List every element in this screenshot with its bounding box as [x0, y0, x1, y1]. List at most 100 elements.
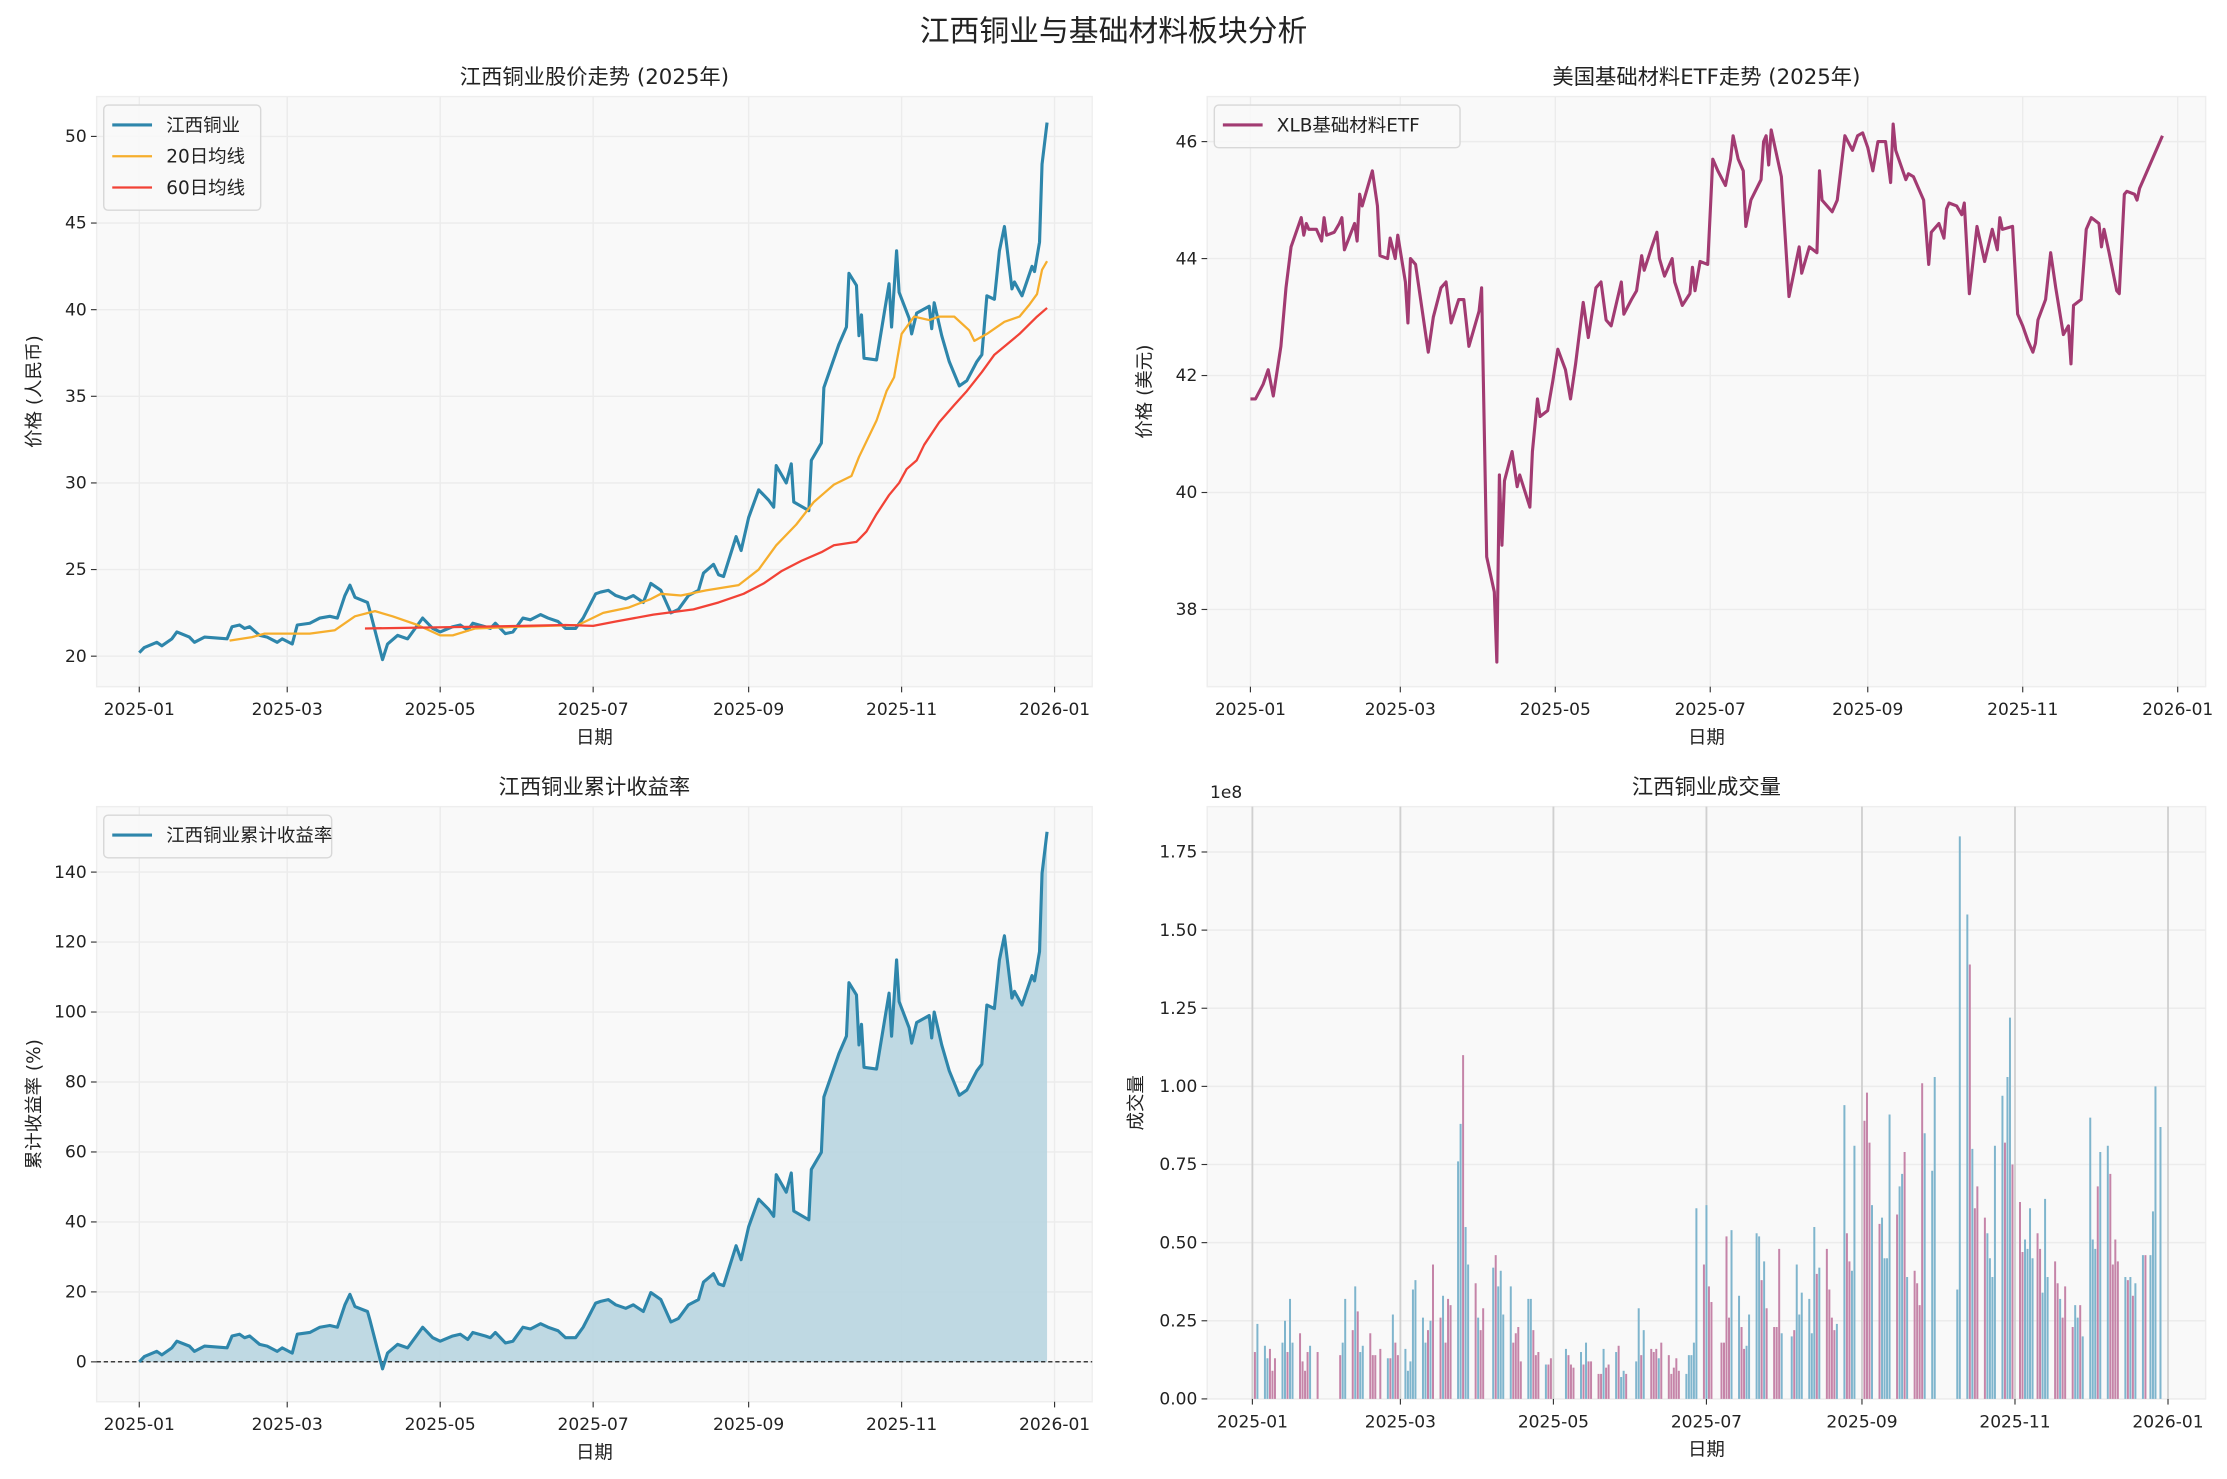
y-tick-label: 20 [65, 1283, 87, 1303]
y-axis-label: 价格 (美元) [1134, 345, 1155, 439]
volume-bar [1835, 1323, 1838, 1399]
volume-bar [1582, 1364, 1585, 1399]
legend-label: 60日均线 [166, 178, 245, 199]
volume-bar [1271, 1370, 1274, 1399]
volume-bar [1361, 1345, 1364, 1399]
volume-bar [2061, 1317, 2064, 1399]
volume-bar [1780, 1333, 1783, 1399]
chart-title: 江西铜业成交量 [1632, 775, 1781, 800]
volume-bar [1477, 1317, 1480, 1399]
volume-bar [1404, 1348, 1407, 1399]
volume-bar [1652, 1352, 1655, 1399]
volume-bar [1369, 1333, 1372, 1399]
volume-bar [1482, 1308, 1485, 1399]
volume-bar [2114, 1239, 2117, 1399]
volume-bar [2111, 1264, 2114, 1399]
volume-bar [1878, 1223, 1881, 1399]
x-tick-label: 2025-09 [1832, 700, 1903, 720]
volume-bar [1492, 1267, 1495, 1399]
plot-area [1206, 95, 2207, 688]
volume-bar [1414, 1280, 1417, 1399]
legend: XLB基础材料ETF [1213, 104, 1461, 149]
y-tick-label: 60 [65, 1143, 87, 1163]
volume-bar [1725, 1236, 1728, 1399]
volume-bar [1356, 1311, 1359, 1399]
volume-bar [1707, 1286, 1710, 1399]
volume-bar [2044, 1198, 2047, 1399]
y-axis-label: 成交量 [1126, 1075, 1147, 1130]
volume-bar [2019, 1202, 2021, 1399]
volume-bar [2124, 1277, 2127, 1399]
volume-bar [1432, 1264, 1434, 1399]
volume-bar [1988, 1258, 1991, 1399]
plot-area [95, 95, 1093, 688]
volume-bar [2076, 1317, 2079, 1399]
volume-bar [1760, 1280, 1763, 1399]
volume-bar [1830, 1317, 1833, 1399]
y-tick-label: 25 [65, 560, 87, 580]
x-tick-label: 2025-05 [1518, 1412, 1589, 1432]
volume-bar [1406, 1370, 1409, 1399]
legend-label: 20日均线 [166, 147, 245, 168]
y-tick-label: 45 [65, 214, 87, 234]
x-tick-label: 2025-07 [558, 1415, 629, 1435]
x-tick-label: 2025-09 [713, 700, 784, 720]
volume-bar [2091, 1239, 2094, 1399]
volume-bar [1808, 1298, 1811, 1399]
volume-bar [1966, 914, 1969, 1399]
volume-bar [2036, 1233, 2039, 1399]
x-tick-label: 2025-03 [252, 1415, 323, 1435]
area-fill [139, 831, 1048, 1369]
volume-bar [1273, 1358, 1276, 1399]
volume-bar [1758, 1236, 1761, 1399]
volume-bar [2026, 1248, 2029, 1399]
volume-bar [1587, 1361, 1590, 1399]
x-tick-label: 2025-07 [558, 700, 629, 720]
volume-bar [1931, 1170, 1934, 1399]
volume-bar [1537, 1352, 1540, 1399]
volume-bar [1569, 1364, 1572, 1399]
volume-bar [1983, 1217, 1986, 1399]
series-line-2 [229, 260, 1049, 642]
volume-bar [1409, 1361, 1412, 1399]
volume-bar [1424, 1342, 1427, 1399]
volume-bar [2134, 1283, 2137, 1399]
x-axis-label: 日期 [1688, 727, 1725, 748]
x-tick-label: 2025-05 [1520, 700, 1591, 720]
subplot-3: 0 20 40 60 80 100 120 140 2025-01 2025-03 2025-05 2… [24, 775, 1093, 1464]
volume-bar [2024, 1239, 2027, 1399]
volume-bar [1374, 1355, 1377, 1399]
volume-bar [1710, 1302, 1713, 1399]
volume-bar [1281, 1342, 1284, 1399]
volume-bar [1600, 1373, 1603, 1399]
y-tick-label: 40 [1176, 483, 1198, 503]
volume-bar [1667, 1355, 1670, 1399]
volume-bar [1705, 1205, 1708, 1399]
volume-bar [1798, 1314, 1801, 1399]
y-tick-label: 0.75 [1159, 1155, 1197, 1175]
volume-bar [1263, 1345, 1266, 1399]
volume-bar [1426, 1330, 1429, 1399]
volume-bar [2071, 1327, 2074, 1399]
volume-bar [1881, 1217, 1884, 1399]
volume-bar [1549, 1358, 1552, 1399]
y-tick-label: 140 [54, 863, 87, 883]
volume-bar [1843, 1105, 1846, 1399]
volume-bar [1660, 1342, 1663, 1399]
volume-bar [2054, 1261, 2057, 1399]
volume-bar [1602, 1348, 1605, 1399]
series-line-1 [1250, 122, 2164, 664]
volume-bar [1464, 1227, 1467, 1399]
legend-box [103, 104, 262, 211]
y-tick-label: 1.75 [1159, 843, 1197, 863]
volume-bar [1442, 1295, 1445, 1399]
x-tick-label: 2026-01 [2132, 1412, 2203, 1432]
x-tick-label: 2025-09 [1826, 1412, 1897, 1432]
volume-bar [1341, 1342, 1344, 1399]
y-tick-label: 46 [1176, 132, 1198, 152]
volume-bar [1825, 1248, 1828, 1399]
volume-bar [1918, 1305, 1921, 1399]
y-tick-label: 38 [1176, 600, 1198, 620]
volume-bar [2046, 1277, 2049, 1399]
volume-bar [1459, 1123, 1462, 1399]
